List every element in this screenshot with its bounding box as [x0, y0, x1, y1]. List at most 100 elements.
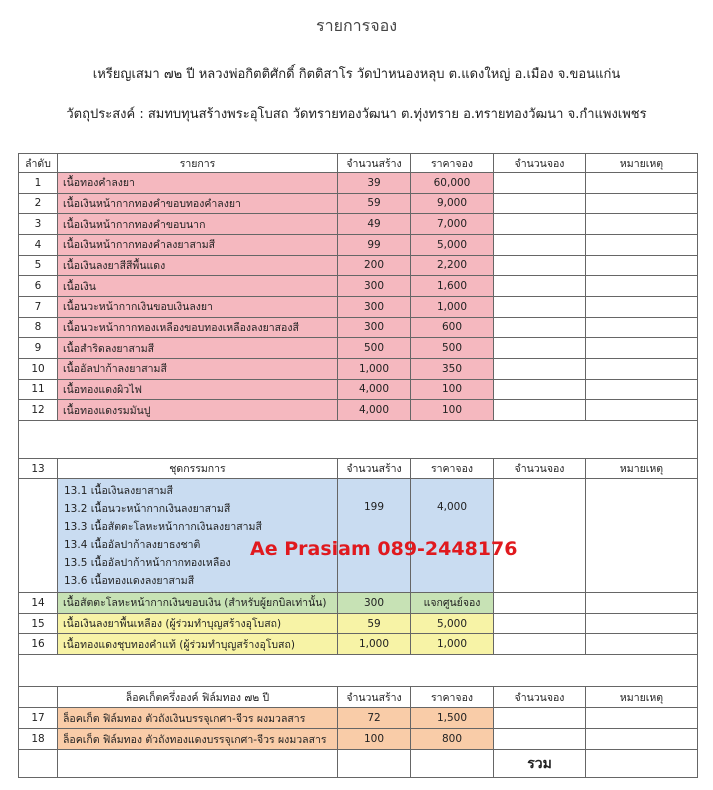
- blank-row: [18, 420, 698, 459]
- quantity: 1,000: [337, 633, 411, 656]
- cell: [585, 296, 698, 318]
- price: 1,000: [410, 633, 494, 656]
- row-number: 15: [18, 612, 58, 635]
- column-header: จำนวนจอง: [493, 458, 586, 479]
- quantity: 4,000: [337, 399, 411, 421]
- item-name: เนื้อนวะหน้ากากเงินขอบเงินลงยา: [57, 296, 338, 318]
- price: 9,000: [410, 192, 494, 215]
- item-name: เนื้อสัตตะโลหะหน้ากากเงินขอบเงิน (สำหรับ…: [57, 592, 338, 614]
- quantity: 39: [337, 172, 411, 194]
- set-item: 13.2 เนื้อนวะหน้ากากเงินลงยาสามสี: [64, 503, 231, 515]
- quantity: 500: [337, 337, 411, 359]
- item-name: เนื้อเงินหน้ากากทองคำลงยาสามสี: [57, 234, 338, 256]
- cell: [493, 337, 586, 359]
- row-number: 2: [18, 192, 58, 215]
- cell: [585, 399, 698, 421]
- watermark: Ae Prasiam 089-2448176: [250, 538, 518, 560]
- row-number: 17: [18, 707, 58, 729]
- row-number: 16: [18, 633, 58, 656]
- cell: [585, 728, 698, 750]
- price: 350: [410, 358, 494, 380]
- item-name: เนื้ออัลปาก้าลงยาสามสี: [57, 358, 338, 380]
- cell: [493, 254, 586, 277]
- column-header: ล็อคเก็ตครึ่งองค์ ฟิล์มทอง ๗๒ ปี: [57, 686, 338, 708]
- cell: [410, 749, 494, 778]
- column-header: จำนวนสร้าง: [337, 458, 411, 479]
- item-name: เนื้อทองแดงชุบทองคำแท้ (ผู้ร่วมทำบุญสร้า…: [57, 633, 338, 656]
- quantity: 59: [337, 192, 411, 215]
- column-header: ราคาจอง: [410, 458, 494, 479]
- row-number: 12: [18, 399, 58, 421]
- quantity: 199: [337, 478, 411, 593]
- column-header: จำนวนสร้าง: [337, 686, 411, 708]
- cell: [585, 254, 698, 277]
- row-number: 4: [18, 234, 58, 256]
- cell: [493, 316, 586, 339]
- column-header: จำนวนจอง: [493, 153, 586, 173]
- cell: [585, 358, 698, 380]
- price: 1,500: [410, 707, 494, 729]
- item-name: ล็อคเก็ต ฟิล์มทอง ตัวถังเงินบรรจุเกศา-จี…: [57, 707, 338, 729]
- row-number: 1: [18, 172, 58, 194]
- price: 100: [410, 399, 494, 421]
- cell: [585, 316, 698, 339]
- cell: [493, 378, 586, 401]
- column-header: ราคาจอง: [410, 686, 494, 708]
- cell: [18, 478, 58, 593]
- cell: [585, 172, 698, 194]
- cell: [493, 358, 586, 380]
- cell: [493, 213, 586, 235]
- cell: [585, 633, 698, 656]
- column-header: รายการ: [57, 153, 338, 173]
- cell: [493, 275, 586, 297]
- set-item: 13.4 เนื้ออัลปาก้าลงยาธงชาติ: [64, 539, 201, 551]
- row-number: 3: [18, 213, 58, 235]
- item-name: เนื้อทองแดงผิวไฟ: [57, 378, 338, 401]
- cell: [493, 296, 586, 318]
- set-item: 13.1 เนื้อเงินลงยาสามสี: [64, 485, 173, 497]
- item-name: ล็อคเก็ต ฟิล์มทอง ตัวถังทองแดงบรรจุเกศา-…: [57, 728, 338, 750]
- cell: [493, 612, 586, 635]
- cell: [57, 749, 338, 778]
- column-header: จำนวนสร้าง: [337, 153, 411, 173]
- item-name: เนื้อเงินหน้ากากทองคำขอบทองคำลงยา: [57, 192, 338, 215]
- item-name: เนื้อสำริดลงยาสามสี: [57, 337, 338, 359]
- price: 60,000: [410, 172, 494, 194]
- cell: [493, 478, 586, 593]
- cell: [18, 749, 58, 778]
- column-header: หมายเหตุ: [585, 153, 698, 173]
- cell: [493, 728, 586, 750]
- quantity: 72: [337, 707, 411, 729]
- column-header: จำนวนจอง: [493, 686, 586, 708]
- column-header: หมายเหตุ: [585, 458, 698, 479]
- row-number: 9: [18, 337, 58, 359]
- row-number: 14: [18, 592, 58, 614]
- cell: [585, 749, 698, 778]
- price: 5,000: [410, 612, 494, 635]
- cell: [337, 749, 411, 778]
- cell: [493, 172, 586, 194]
- quantity: 1,000: [337, 358, 411, 380]
- price: 100: [410, 378, 494, 401]
- price: 1,000: [410, 296, 494, 318]
- quantity: 300: [337, 592, 411, 614]
- quantity: 300: [337, 275, 411, 297]
- cell: [585, 707, 698, 729]
- cell: [585, 192, 698, 215]
- set-item: 13.5 เนื้ออัลปาก้าหน้ากากทองเหลือง: [64, 557, 231, 569]
- item-name: เนื้อเงินหน้ากากทองคำขอบนาก: [57, 213, 338, 235]
- row-number: 6: [18, 275, 58, 297]
- quantity: 200: [337, 254, 411, 277]
- cell: [585, 592, 698, 614]
- column-header: ราคาจอง: [410, 153, 494, 173]
- price: 7,000: [410, 213, 494, 235]
- cell: [585, 337, 698, 359]
- subtitle: เหรียญเสมา ๗๒ ปี หลวงพ่อกิตติศักดิ์ กิตต…: [92, 67, 621, 82]
- row-number: 7: [18, 296, 58, 318]
- row-number: 18: [18, 728, 58, 750]
- item-name: เนื้อเงินลงยาพื้นเหลือง (ผู้ร่วมทำบุญสร้…: [57, 612, 338, 635]
- cell: [585, 234, 698, 256]
- row-number: 13: [18, 458, 58, 479]
- column-header: ชุดกรรมการ: [57, 458, 338, 479]
